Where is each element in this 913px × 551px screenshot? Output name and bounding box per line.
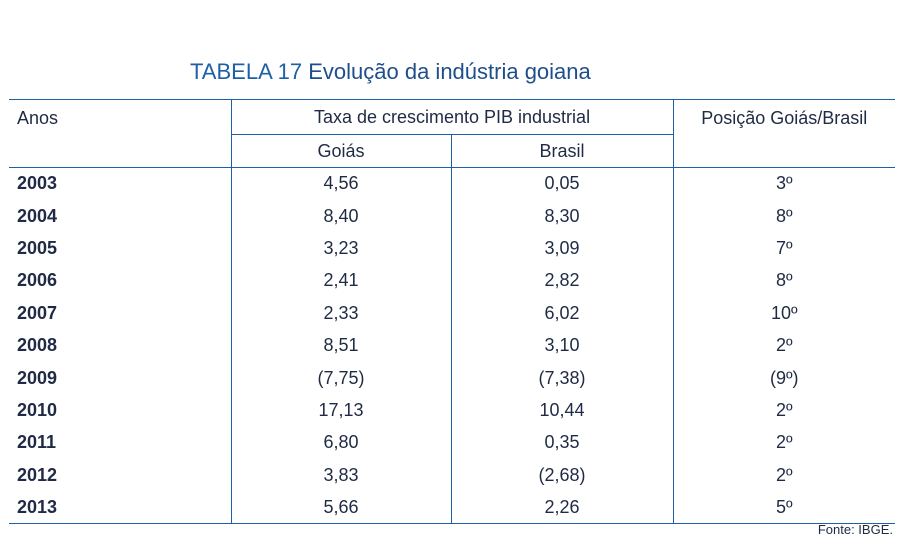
cell-posicao: 7º xyxy=(672,232,896,265)
cell-ano: 2009 xyxy=(17,367,58,388)
cell-brasil: 0,05 xyxy=(450,166,674,200)
header-anos: Anos xyxy=(17,108,59,128)
cell-posicao: 5º xyxy=(672,491,896,525)
cell-ano: 2012 xyxy=(17,464,58,485)
cell-brasil: (2,68) xyxy=(450,459,674,492)
cell-goias: 5,66 xyxy=(230,491,451,525)
table-row: 2013 5,66 2,26 5º xyxy=(9,491,896,525)
cell-posicao: (9º) xyxy=(672,361,896,395)
table-row: 2009 (7,75) (7,38) (9º) xyxy=(9,361,896,395)
cell-goias: 2,41 xyxy=(230,264,451,298)
cell-posicao: 2º xyxy=(672,426,896,460)
cell-brasil: 6,02 xyxy=(450,297,674,330)
cell-posicao: 8º xyxy=(672,199,896,233)
cell-brasil: 3,10 xyxy=(450,329,674,362)
cell-brasil: 8,30 xyxy=(450,199,674,233)
table-row: 2010 17,13 10,44 2º xyxy=(9,394,896,427)
table-row: 2006 2,41 2,82 8º xyxy=(9,264,896,298)
cell-goias: 3,83 xyxy=(230,459,451,492)
header-posicao: Posição Goiás/Brasil xyxy=(672,99,896,168)
cell-brasil: 10,44 xyxy=(450,394,674,427)
table-body: 2003 4,56 0,05 3º 2004 8,40 8,30 8º 2005 3,23 3,09… xyxy=(9,166,896,525)
cell-goias: 6,80 xyxy=(230,426,451,460)
table-name: Evolução da indústria goiana xyxy=(308,59,591,84)
table-row: 2011 6,80 0,35 2º xyxy=(9,426,896,460)
cell-ano: 2010 xyxy=(17,399,58,420)
cell-goias: 17,13 xyxy=(230,394,451,427)
header-goias: Goiás xyxy=(230,134,451,168)
cell-ano: 2013 xyxy=(9,491,231,525)
cell-brasil: 3,09 xyxy=(450,232,674,265)
table-number: TABELA 17 xyxy=(190,59,303,84)
cell-brasil: 2,82 xyxy=(450,264,674,298)
cell-posicao: 8º xyxy=(672,264,896,298)
cell-ano: 2011 xyxy=(17,432,57,453)
cell-posicao: 2º xyxy=(672,329,896,362)
cell-goias: (7,75) xyxy=(230,361,451,395)
cell-goias: 3,23 xyxy=(230,232,451,265)
cell-brasil: (7,38) xyxy=(450,361,674,395)
source-note: Fonte: IBGE. xyxy=(817,522,893,537)
header-row-sub: Goiás Brasil xyxy=(9,134,895,168)
cell-posicao: 3º xyxy=(672,166,896,200)
cell-ano: 2007 xyxy=(17,302,58,323)
industry-growth-table: Anos Taxa de crescimento PIB industrial … xyxy=(9,99,896,525)
table-title: TABELA 17 Evolução da indústria goiana xyxy=(190,58,591,86)
cell-ano: 2008 xyxy=(17,335,58,356)
table-row: 2007 2,33 6,02 10º xyxy=(9,297,896,330)
cell-posicao: 10º xyxy=(672,297,896,330)
cell-ano: 2005 xyxy=(17,237,58,258)
cell-goias: 4,56 xyxy=(230,166,451,200)
header-brasil: Brasil xyxy=(450,134,674,168)
cell-goias: 2,33 xyxy=(230,297,451,330)
table-header: Anos Taxa de crescimento PIB industrial … xyxy=(9,99,896,168)
table-row: 2004 8,40 8,30 8º xyxy=(9,199,896,233)
cell-ano: 2006 xyxy=(17,270,58,291)
table-row: 2012 3,83 (2,68) 2º xyxy=(9,459,896,492)
cell-goias: 8,51 xyxy=(230,329,451,362)
cell-brasil: 0,35 xyxy=(450,426,674,460)
cell-ano: 2004 xyxy=(17,205,58,226)
header-row-top: Anos Taxa de crescimento PIB industrial … xyxy=(9,99,896,168)
header-taxa-crescimento: Taxa de crescimento PIB industrial xyxy=(230,99,674,135)
cell-posicao: 2º xyxy=(672,394,896,427)
cell-posicao: 2º xyxy=(672,459,896,492)
cell-ano: 2003 xyxy=(9,166,231,200)
table-row: 2003 4,56 0,05 3º xyxy=(9,166,896,200)
table-row: 2005 3,23 3,09 7º xyxy=(9,232,896,265)
table-row: 2008 8,51 3,10 2º xyxy=(9,329,896,362)
cell-goias: 8,40 xyxy=(230,199,451,233)
cell-brasil: 2,26 xyxy=(450,491,674,525)
